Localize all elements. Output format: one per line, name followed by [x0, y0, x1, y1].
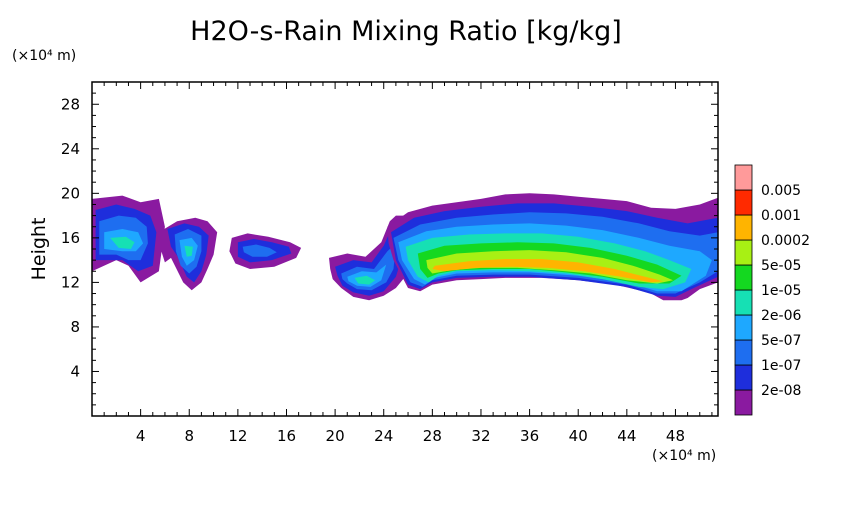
x-tick-label: 24 [374, 427, 393, 445]
contour-region-9 [184, 245, 193, 257]
colorbar-label: 1e-05 [761, 283, 801, 299]
contour-fill [92, 193, 718, 301]
colorbar: 2e-08 1e-07 5e-07 2e-06 1e-05 5e-05 0.0002 0.00… [734, 164, 810, 416]
colorbar-label: 1e-07 [761, 358, 801, 374]
colorbar-swatch [734, 364, 753, 391]
y-unit-label: (×10⁴ m) [12, 48, 76, 64]
colorbar-swatch [734, 239, 753, 266]
colorbar-swatch [734, 189, 753, 216]
contour-region-12 [242, 244, 277, 257]
colorbar-label: 2e-06 [761, 308, 801, 324]
colorbar-label: 0.001 [761, 208, 801, 224]
y-tick-label: 24 [61, 140, 80, 158]
colorbar-swatch [734, 164, 753, 191]
colorbar-label: 5e-07 [761, 333, 801, 349]
x-tick-labels: 4 8 12 16 20 24 28 32 36 40 44 48 [136, 427, 685, 445]
x-tick-label: 4 [136, 427, 146, 445]
y-axis-label: Height [28, 218, 50, 281]
colorbar-swatch [734, 339, 753, 366]
colorbar-label: 0.0002 [761, 233, 810, 249]
x-tick-label: 36 [520, 427, 539, 445]
colorbar-swatch [734, 389, 753, 416]
x-tick-label: 32 [471, 427, 490, 445]
x-tick-label: 20 [326, 427, 345, 445]
chart-title: H2O-s-Rain Mixing Ratio [kg/kg] [190, 16, 622, 47]
colorbar-label: 0.005 [761, 183, 801, 199]
x-tick-label: 40 [569, 427, 588, 445]
contour-region-25 [432, 259, 664, 283]
x-tick-label: 12 [228, 427, 247, 445]
contour-region-17 [354, 275, 376, 285]
plot-frame [91, 81, 719, 417]
colorbar-swatch [734, 314, 753, 341]
colorbar-swatch [734, 289, 753, 316]
x-tick-label: 16 [277, 427, 296, 445]
y-tick-label: 20 [61, 184, 80, 202]
y-tick-label: 12 [61, 273, 80, 291]
colorbar-label: 5e-05 [761, 258, 801, 274]
colorbar-swatch [734, 214, 753, 241]
y-tick-label: 8 [70, 318, 80, 336]
y-tick-labels: 4 8 12 16 20 24 28 [61, 95, 80, 380]
x-tick-label: 44 [617, 427, 636, 445]
y-tick-label: 4 [70, 362, 80, 380]
x-tick-label: 28 [423, 427, 442, 445]
colorbar-label: 2e-08 [761, 383, 801, 399]
colorbar-swatch [734, 264, 753, 291]
y-tick-label: 28 [61, 95, 80, 113]
x-unit-label: (×10⁴ m) [652, 448, 716, 464]
x-tick-label: 8 [184, 427, 194, 445]
x-tick-label: 48 [666, 427, 685, 445]
y-tick-label: 16 [61, 229, 80, 247]
contour-region-4 [110, 236, 135, 249]
